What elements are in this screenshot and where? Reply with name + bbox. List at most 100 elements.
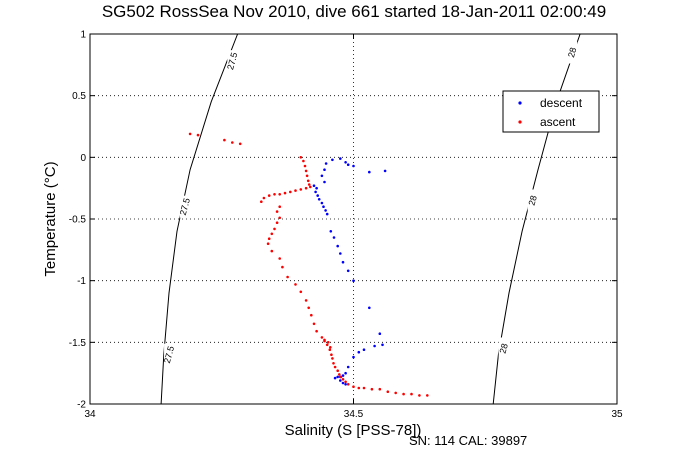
contour-label-bg bbox=[527, 189, 538, 212]
ascent-point bbox=[273, 227, 276, 231]
ascent-point bbox=[426, 394, 429, 397]
ascent-point bbox=[278, 205, 282, 208]
descent-point bbox=[341, 260, 345, 264]
descent-point bbox=[325, 212, 329, 216]
grid-lines bbox=[90, 34, 617, 404]
ascent-point bbox=[325, 343, 329, 347]
ascent-point bbox=[370, 387, 374, 391]
descent-point bbox=[314, 190, 317, 194]
ascent-point bbox=[281, 265, 284, 269]
ascent-point bbox=[275, 210, 279, 213]
density-contours: 27.5 27.5 27.5 28 28 28 bbox=[160, 34, 581, 404]
ascent-point bbox=[278, 193, 282, 196]
y-axis-label: Temperature (°C) bbox=[42, 161, 59, 276]
descent-point bbox=[333, 376, 337, 380]
descent-point bbox=[373, 344, 376, 348]
ascent-point bbox=[346, 383, 350, 386]
descent-point bbox=[320, 201, 324, 205]
descent-point bbox=[322, 205, 325, 208]
ascent-point bbox=[357, 386, 361, 390]
descent-point bbox=[323, 168, 326, 171]
y-tick-label: -1 bbox=[77, 276, 86, 287]
descent-point bbox=[331, 158, 334, 162]
ascent-point bbox=[286, 275, 289, 279]
ascent-point bbox=[331, 357, 334, 360]
descent-point bbox=[336, 375, 340, 379]
ascent-point bbox=[362, 386, 366, 390]
descent-point bbox=[324, 162, 328, 165]
contour-label: 27.5 bbox=[162, 345, 176, 365]
ascent-point bbox=[338, 373, 341, 376]
ascent-point bbox=[341, 378, 345, 381]
ascent-point bbox=[303, 164, 307, 168]
ascent-point bbox=[309, 185, 312, 189]
ascent-point bbox=[307, 183, 311, 186]
ascent-point bbox=[320, 336, 324, 339]
descent-point bbox=[368, 170, 371, 174]
descent-point bbox=[320, 174, 324, 178]
ascent-point bbox=[299, 188, 303, 191]
contour-label: 28 bbox=[527, 194, 539, 206]
ascent-point bbox=[386, 390, 390, 394]
y-tick-label: 0.5 bbox=[72, 91, 86, 102]
ascent-point bbox=[260, 200, 263, 203]
descent-point bbox=[312, 184, 316, 187]
ascent-point bbox=[262, 196, 266, 200]
descent-point bbox=[346, 163, 350, 166]
ascent-point bbox=[326, 341, 330, 344]
descent-point bbox=[352, 279, 355, 283]
ascent-point bbox=[352, 385, 355, 389]
chart-title: SG502 RossSea Nov 2010, dive 661 started… bbox=[102, 2, 606, 21]
ascent-point bbox=[273, 193, 276, 196]
descent-point bbox=[339, 252, 342, 255]
ascent-point bbox=[312, 322, 316, 326]
legend-box bbox=[502, 90, 600, 133]
descent-point bbox=[357, 350, 361, 354]
descent-point bbox=[315, 186, 318, 190]
ascent-point bbox=[323, 338, 326, 342]
contour-label: 28 bbox=[566, 46, 578, 58]
ascent-point bbox=[304, 186, 308, 190]
descent-point bbox=[332, 236, 336, 239]
y-tick-label: -0.5 bbox=[69, 215, 87, 226]
descent-point bbox=[329, 230, 333, 233]
contour-label-bg bbox=[498, 337, 509, 360]
ascent-point bbox=[418, 394, 421, 397]
legend-marker-ascent bbox=[518, 120, 522, 124]
descent-point bbox=[323, 180, 326, 184]
ascent-point bbox=[394, 391, 398, 395]
contour-line-27-5 bbox=[160, 34, 239, 404]
descent-point bbox=[352, 355, 355, 359]
ascent-point bbox=[267, 237, 271, 240]
ascent-point bbox=[332, 362, 335, 365]
ascent-point bbox=[336, 369, 340, 373]
ascent-point bbox=[231, 141, 234, 144]
x-tick-label: 35 bbox=[611, 409, 623, 420]
descent-point bbox=[383, 169, 387, 173]
descent-point bbox=[344, 383, 347, 386]
legend: descent ascent bbox=[502, 90, 600, 133]
ascent-point bbox=[344, 380, 347, 384]
axis-ticks: 34 34.5 35 -2 -1.5 -1 -0.5 0 0.5 1 bbox=[69, 30, 623, 421]
ascent-point bbox=[333, 365, 337, 369]
ascent-point bbox=[294, 189, 297, 192]
ascent-point bbox=[299, 290, 303, 294]
ascent-point bbox=[238, 142, 242, 146]
y-tick-label: 0 bbox=[80, 153, 86, 164]
y-tick-label: 1 bbox=[80, 30, 86, 41]
legend-label-descent: descent bbox=[540, 96, 583, 110]
ascent-point bbox=[299, 156, 303, 159]
ascent-point bbox=[267, 194, 271, 197]
descent-point bbox=[362, 348, 366, 352]
descent-point bbox=[316, 194, 320, 197]
descent-point bbox=[341, 374, 345, 377]
ascent-point bbox=[402, 392, 405, 396]
descent-point bbox=[381, 343, 384, 347]
descent-point bbox=[317, 198, 321, 201]
ascent-point bbox=[196, 133, 200, 137]
ascent-point bbox=[223, 138, 226, 142]
ascent-point bbox=[294, 283, 297, 286]
descent-point bbox=[344, 371, 347, 375]
x-axis-label: Salinity (S [PSS-78]) bbox=[285, 422, 422, 439]
